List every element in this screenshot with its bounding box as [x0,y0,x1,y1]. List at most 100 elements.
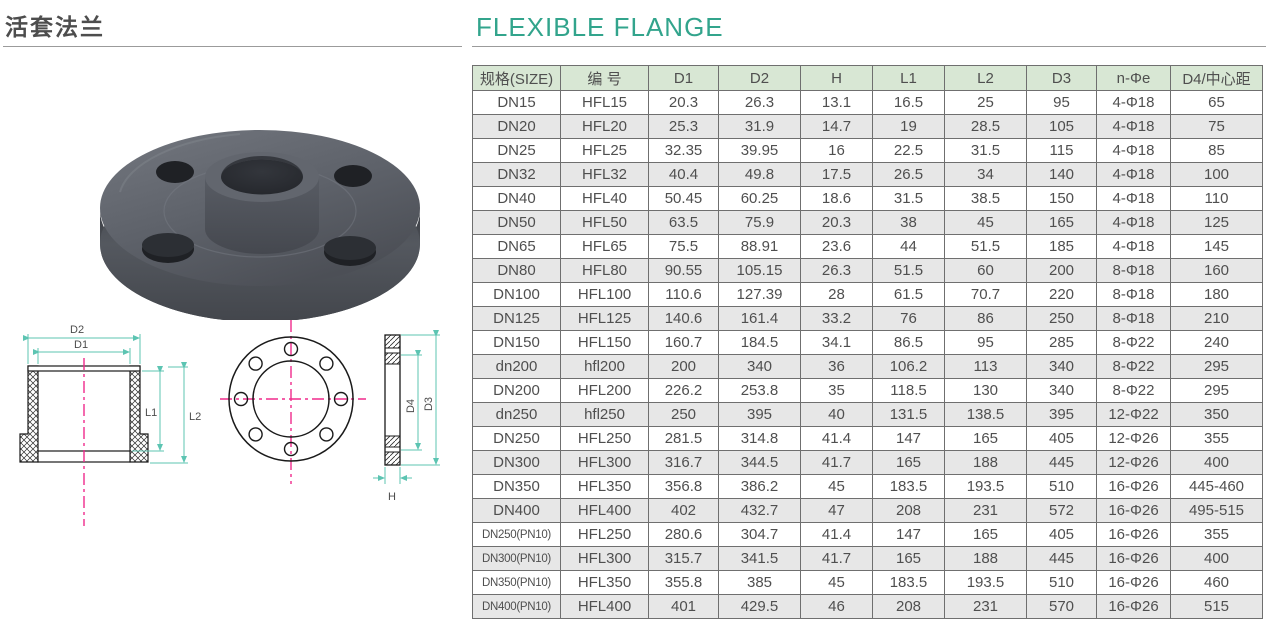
table-cell: 16-Φ26 [1096,498,1171,523]
table-cell: 386.2 [718,474,801,499]
table-cell: 75.5 [648,234,719,259]
table-cell: 8-Φ22 [1096,378,1171,403]
table-cell: 70.7 [944,282,1027,307]
table-cell: 401 [648,594,719,619]
column-header: 编 号 [560,65,649,91]
table-cell: 22.5 [872,138,945,163]
table-cell: 140.6 [648,306,719,331]
table-cell: 140 [1026,162,1097,187]
table-cell: 46 [800,594,873,619]
table-cell: HFL250 [560,426,649,451]
table-cell: 105.15 [718,258,801,283]
column-header: D3 [1026,65,1097,91]
table-row: DN200 HFL200 226.2 253.8 35 118.5 130 340 8-Φ22 2… [472,378,1263,403]
table-cell: 86 [944,306,1027,331]
table-cell: dn200 [472,354,561,379]
table-cell: 8-Φ18 [1096,306,1171,331]
table-cell: 285 [1026,330,1097,355]
table-cell: DN25 [472,138,561,163]
table-cell: 250 [1026,306,1097,331]
table-cell: 38 [872,210,945,235]
table-cell: 150 [1026,186,1097,211]
table-cell: hfl250 [560,402,649,427]
right-title-divider [472,46,1266,47]
table-cell: 105 [1026,114,1097,139]
column-header: L1 [872,65,945,91]
table-cell: DN350 [472,474,561,499]
table-cell: 100 [1170,162,1263,187]
table-cell: DN40 [472,186,561,211]
table-cell: 193.5 [944,474,1027,499]
table-cell: 25.3 [648,114,719,139]
column-header: D2 [718,65,801,91]
table-cell: 50.45 [648,186,719,211]
table-cell: 26.5 [872,162,945,187]
table-cell: 304.7 [718,522,801,547]
table-cell: 400 [1170,450,1263,475]
table-cell: HFL50 [560,210,649,235]
table-cell: 160.7 [648,330,719,355]
table-cell: HFL400 [560,498,649,523]
table-cell: 180 [1170,282,1263,307]
table-cell: 220 [1026,282,1097,307]
table-cell: 16-Φ26 [1096,594,1171,619]
table-cell: DN400 [472,498,561,523]
dim-label-d4: D4 [405,399,417,413]
column-header: H [800,65,873,91]
table-cell: 31.5 [944,138,1027,163]
table-cell: HFL80 [560,258,649,283]
table-cell: 208 [872,498,945,523]
table-row: DN400(PN10) HFL400 401 429.5 46 208 231 570 16-Φ… [472,594,1263,619]
table-cell: DN150 [472,330,561,355]
spec-table-body: DN15 HFL15 20.3 26.3 13.1 16.5 25 95 4-Φ18 65 DN20… [472,90,1263,619]
table-cell: 28 [800,282,873,307]
column-header: n-Φe [1096,65,1171,91]
table-cell: DN80 [472,258,561,283]
table-cell: 88.91 [718,234,801,259]
column-header: D4/中心距 [1170,65,1263,91]
table-cell: 231 [944,498,1027,523]
table-cell: 8-Φ22 [1096,330,1171,355]
table-cell: 86.5 [872,330,945,355]
table-row: DN400 HFL400 402 432.7 47 208 231 572 16-Φ26 495-… [472,498,1263,523]
table-cell: 4-Φ18 [1096,234,1171,259]
table-cell: HFL350 [560,570,649,595]
table-cell: 240 [1170,330,1263,355]
table-cell: 16-Φ26 [1096,546,1171,571]
table-cell: dn250 [472,402,561,427]
table-cell: 405 [1026,426,1097,451]
column-header: 规格(SIZE) [472,65,561,91]
table-cell: 145 [1170,234,1263,259]
table-cell: 460 [1170,570,1263,595]
table-cell: 510 [1026,570,1097,595]
table-cell: 90.55 [648,258,719,283]
column-header: D1 [648,65,719,91]
table-cell: HFL100 [560,282,649,307]
table-cell: 183.5 [872,570,945,595]
table-row: DN350(PN10) HFL350 355.8 385 45 183.5 193.5 510… [472,570,1263,595]
table-cell: 4-Φ18 [1096,90,1171,115]
table-cell: 12-Φ26 [1096,450,1171,475]
table-cell: DN65 [472,234,561,259]
table-cell: 45 [800,570,873,595]
table-cell: 16-Φ26 [1096,522,1171,547]
table-cell: 295 [1170,378,1263,403]
table-cell: 4-Φ18 [1096,186,1171,211]
table-cell: 131.5 [872,402,945,427]
table-cell: 165 [872,450,945,475]
table-cell: 395 [1026,402,1097,427]
table-cell: 39.95 [718,138,801,163]
table-row: DN50 HFL50 63.5 75.9 20.3 38 45 165 4-Φ18 125 [472,210,1263,235]
table-cell: HFL40 [560,186,649,211]
table-cell: DN15 [472,90,561,115]
table-cell: 385 [718,570,801,595]
bolt-holes [233,341,349,457]
table-cell: 405 [1026,522,1097,547]
table-cell: 60 [944,258,1027,283]
table-cell: 60.25 [718,186,801,211]
table-cell: 356.8 [648,474,719,499]
table-cell: 4-Φ18 [1096,138,1171,163]
table-cell: 18.6 [800,186,873,211]
table-cell: 188 [944,546,1027,571]
table-row: DN25 HFL25 32.35 39.95 16 22.5 31.5 115 4-Φ18 85 [472,138,1263,163]
